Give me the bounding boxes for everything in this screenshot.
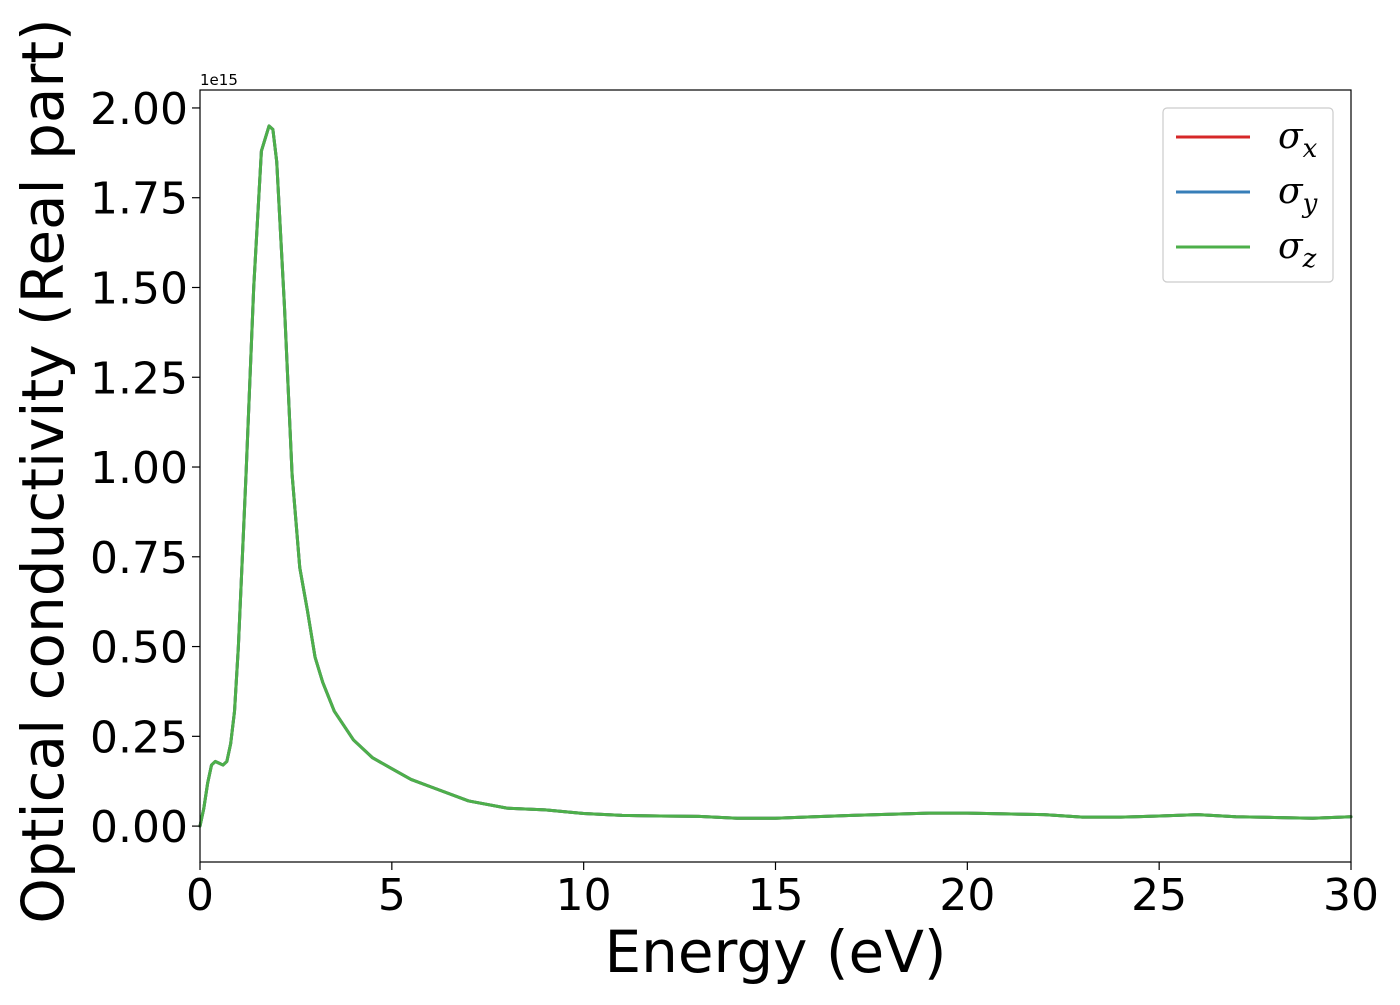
x-tick-label: 15 — [748, 870, 804, 921]
y-tick-label: 0.50 — [90, 623, 188, 674]
x-tick-label: 5 — [378, 870, 406, 921]
x-tick-label: 10 — [556, 870, 612, 921]
y-axis-offset-label: 1e15 — [200, 71, 238, 89]
x-axis: 0 5 10 15 20 25 30 — [186, 862, 1379, 921]
x-tick-label: 30 — [1323, 870, 1379, 921]
y-tick-label: 0.25 — [90, 712, 188, 763]
y-tick-label: 0.75 — [90, 533, 188, 584]
y-tick-label: 1.75 — [90, 174, 188, 225]
x-tick-label: 20 — [939, 870, 995, 921]
x-tick-label: 25 — [1131, 870, 1187, 921]
legend-box — [1162, 107, 1334, 283]
series-layer — [198, 124, 1353, 828]
y-tick-label: 1.50 — [90, 263, 188, 314]
y-tick-label: 1.00 — [90, 443, 188, 494]
y-axis-title: Optical conductivity (Real part) — [9, 18, 77, 923]
x-axis-title: Energy (eV) — [604, 918, 946, 986]
y-axis: 0.00 0.25 0.50 0.75 1.00 1.25 1.50 1.75 2.00 — [90, 84, 200, 853]
x-tick-label: 0 — [186, 870, 214, 921]
series-line-z — [198, 124, 1353, 828]
y-tick-label: 1.25 — [90, 353, 188, 404]
y-tick-label: 0.00 — [90, 802, 188, 853]
y-tick-label: 2.00 — [90, 84, 188, 135]
